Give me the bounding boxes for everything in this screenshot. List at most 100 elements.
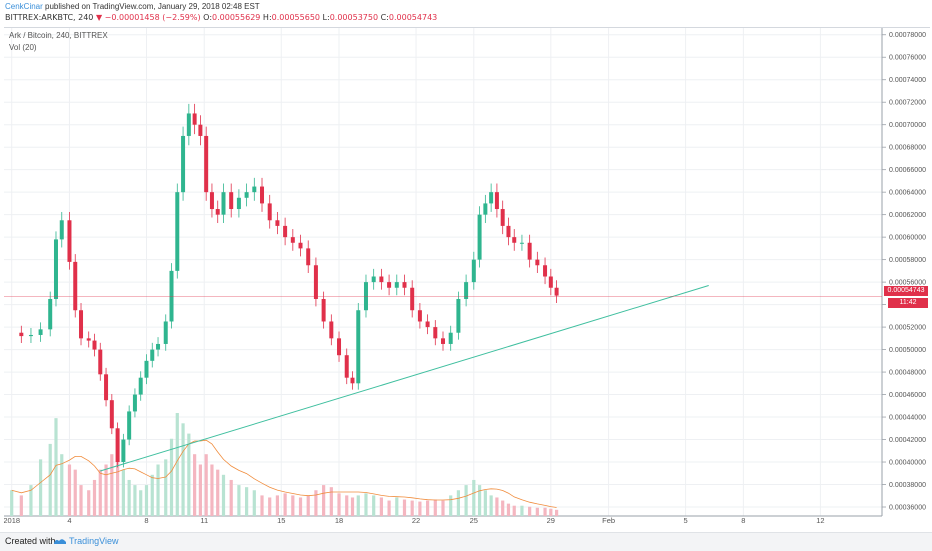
chart-frame[interactable]: 0.00078000 0.00076000 0.00074000 0.00072000… [4,27,930,526]
candle-body [38,329,43,335]
volume-bar [549,508,553,516]
volume-bar [345,495,349,516]
volume-bar [245,487,249,516]
volume-bar [555,509,559,516]
volume-bar [477,485,482,516]
volume-bar [535,507,539,516]
candle-body [53,239,58,299]
y-tick-label: 0.00060000 [889,235,926,242]
candle-body [441,338,445,344]
candle-body [28,334,33,337]
candle-body [186,113,191,136]
candle-body [543,265,548,277]
volume-bar [260,495,264,516]
y-tick-label: 0.00038000 [889,482,926,489]
x-tick-label: 15 [277,516,285,525]
candle-body [59,220,64,240]
candle-body [19,332,24,337]
y-tick-label: 0.00042000 [889,437,926,444]
candle-body [283,225,288,238]
volume-bar [216,469,220,516]
candle-body [313,265,318,299]
symbol-label: BITTREX:ARKBTC, 240 [5,13,94,22]
footer: Created with TradingView [0,532,932,551]
y-tick-label: 0.00052000 [889,325,926,332]
tradingview-brand-link[interactable]: TradingView [69,536,119,546]
volume-bar [418,501,422,516]
y-tick-label: 0.00062000 [889,212,926,219]
open-label: O: [203,13,213,22]
volume-bar [512,505,516,516]
volume-bar [29,485,33,516]
candle-body [215,209,220,215]
candle-body [506,225,511,238]
candle-body [260,186,265,204]
y-tick-label: 0.00068000 [889,145,926,152]
candle-body [267,203,272,221]
candle-body [371,276,376,283]
volume-bar [283,493,287,516]
y-tick-label: 0.00072000 [889,100,926,107]
volume-bar [54,418,58,516]
y-tick-label: 0.00040000 [889,460,926,467]
volume-bar [73,469,77,516]
candle-body [132,394,137,412]
y-tick-label: 0.00056000 [889,280,926,287]
candle-body [535,259,540,266]
candle-body [244,192,249,198]
candle-body [144,360,149,378]
volume-bar [139,490,143,516]
x-tick-label: 22 [412,516,420,525]
candle-body [321,298,326,322]
volume-bar [322,485,326,516]
created-with-label: Created with [5,536,56,546]
volume-bar [87,490,91,516]
volume-bar [472,479,476,516]
y-tick-label: 0.00046000 [889,392,926,399]
candle-body [379,276,384,283]
candle-body [306,248,311,266]
bar-countdown-tag: 11:42 [888,298,928,308]
candle-body [204,135,209,193]
candle-body [494,192,499,210]
volume-bar [306,495,310,516]
y-tick-label: 0.00044000 [889,415,926,422]
candle-body [236,197,241,210]
candle-body [163,321,168,344]
candle-body [512,237,517,243]
author-link[interactable]: CenkCinar [5,2,43,11]
x-tick-label: Feb [602,516,615,525]
price-chart[interactable]: 0.00078000 0.00076000 0.00074000 0.00072000… [4,28,930,526]
x-tick-label: 2018 [4,516,20,525]
candle-body [209,192,214,210]
x-tick-label: 5 [684,516,688,525]
y-tick-label: 0.00058000 [889,257,926,264]
candle-body [192,113,197,125]
candle-body [410,287,415,311]
high-label: H: [262,13,272,22]
volume-bar [268,497,272,516]
candle-body [417,310,422,322]
chart-legend-title: Ark / Bitcoin, 240, BITTREX [9,31,108,40]
volume-bar [92,479,97,516]
x-tick-label: 11 [200,516,208,525]
y-tick-label: 0.00076000 [889,55,926,62]
volume-bar [506,503,511,516]
volume-bar [204,454,208,516]
tradingview-logo-icon[interactable] [53,536,67,546]
volume-bar [150,474,154,516]
volume-bar [350,497,355,516]
publish-text: published on TradingView.com, January 29… [42,2,260,11]
candle-body [489,192,494,204]
volume-legend: Vol (20) [9,43,37,52]
y-tick-label: 0.00078000 [889,32,926,39]
candle-body [252,186,257,193]
volume-bar [410,500,414,516]
candle-body [181,135,186,193]
volume-bar [402,499,407,516]
candle-body [198,124,203,136]
volume-bar [127,479,131,516]
volume-bar [441,500,445,516]
candle-body [554,287,559,296]
volume-bar [19,495,23,516]
